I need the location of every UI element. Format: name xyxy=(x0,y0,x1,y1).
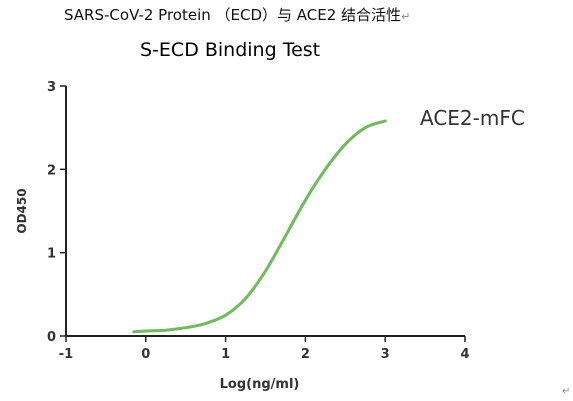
x-tick-label: -1 xyxy=(59,347,73,362)
x-axis-label: Log(ng/ml) xyxy=(220,377,300,392)
y-axis-label: OD450 xyxy=(15,188,29,233)
chart-title: S-ECD Binding Test xyxy=(140,39,321,61)
series-line-ace2-mfc xyxy=(132,119,387,334)
y-tick-label: 1 xyxy=(47,247,56,262)
x-tick-label: 2 xyxy=(301,347,310,362)
y-tick-label: 2 xyxy=(47,163,56,178)
series-label: ACE2-mFC xyxy=(420,106,525,130)
series-layer xyxy=(132,119,387,334)
labels-layer: Log(ng/ml) OD450 ACE2-mFC xyxy=(15,106,525,392)
x-tick-label: 1 xyxy=(221,347,230,362)
x-tick-label: 4 xyxy=(460,347,469,362)
x-tick-label: 3 xyxy=(381,347,390,362)
document-heading-text: SARS-CoV-2 Protein （ECD）与 ACE2 结合活性 xyxy=(64,6,402,24)
y-tick-label: 0 xyxy=(47,330,56,345)
paragraph-mark: ↵ xyxy=(401,10,411,23)
document-heading: SARS-CoV-2 Protein （ECD）与 ACE2 结合活性↵ xyxy=(64,4,410,25)
y-tick-label: 3 xyxy=(47,80,56,95)
footer-paragraph-mark: ↵ xyxy=(562,386,571,397)
x-tick-label: 0 xyxy=(141,347,150,362)
